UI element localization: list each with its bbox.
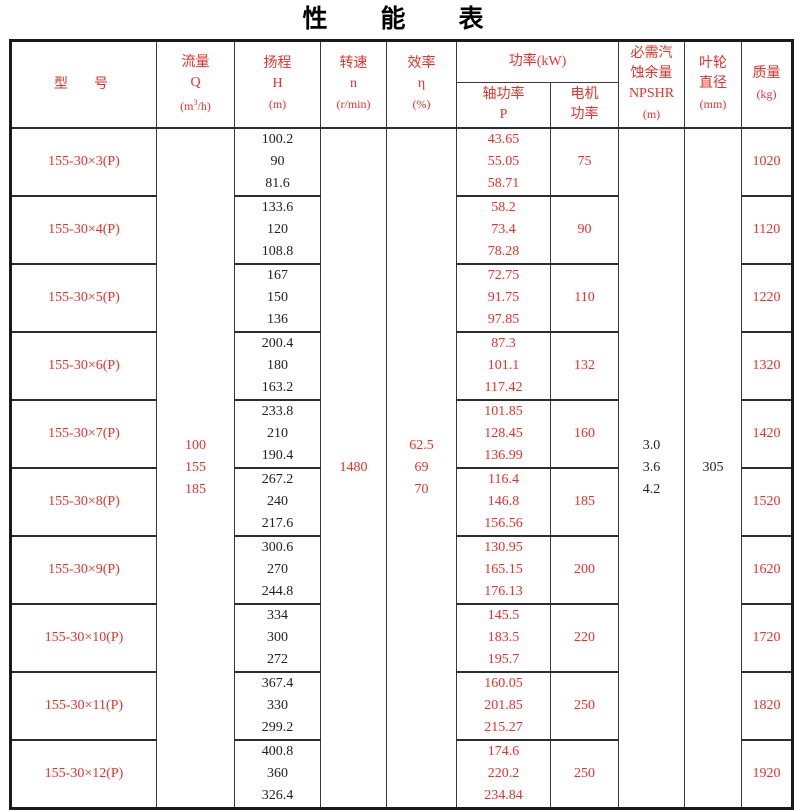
- cell-model: 155-30×6(P): [9, 331, 157, 401]
- cell-mass: 1520: [741, 467, 795, 537]
- cell-shaft-power: 130.95 165.15 176.13: [456, 535, 551, 605]
- cell-motor-power: 160: [549, 399, 620, 469]
- header-motor-power: 电机 功率: [549, 82, 620, 129]
- cell-mass: 1620: [741, 535, 795, 605]
- cell-shaft-power: 87.3 101.1 117.42: [456, 331, 551, 401]
- performance-table: 型 号流量 Q (m3/h) 扬程 H (m) 转速 n (r/min) 效率 η (%) 功率(kW)…: [9, 39, 795, 810]
- cell-motor-power: 185: [549, 467, 620, 537]
- cell-motor-power: 250: [549, 739, 620, 810]
- header-impeller-diameter: 叶轮 直径 (mm): [684, 39, 743, 129]
- cell-motor-power: 75: [549, 127, 620, 197]
- cell-shaft-power: 145.5 183.5 195.7: [456, 603, 551, 673]
- cell-efficiency-merged: 62.5 69 70: [386, 127, 457, 810]
- header-flow: 流量 Q (m3/h): [156, 39, 235, 129]
- cell-impeller-merged: 305: [684, 127, 743, 810]
- cell-head: 167 150 136: [234, 263, 321, 333]
- cell-mass: 1120: [741, 195, 795, 265]
- header-shaft-power: 轴功率 P: [456, 82, 551, 129]
- cell-shaft-power: 101.85 128.45 136.99: [456, 399, 551, 469]
- cell-head: 233.8 210 190.4: [234, 399, 321, 469]
- table-row: 155-30×4(P) 133.6 120 108.8 58.2 73.4 78.28 90 1…: [9, 195, 795, 265]
- cell-shaft-power: 174.6 220.2 234.84: [456, 739, 551, 810]
- header-speed: 转速 n (r/min): [320, 39, 387, 129]
- cell-flow-merged: 100 155 185: [156, 127, 235, 810]
- header-npshr: 必需汽 蚀余量 NPSHR (m): [618, 39, 686, 129]
- table-row: 155-30×6(P) 200.4 180 163.2 87.3 101.1 117.42 1…: [9, 331, 795, 401]
- cell-model: 155-30×7(P): [9, 399, 157, 469]
- cell-mass: 1820: [741, 671, 795, 741]
- cell-mass: 1720: [741, 603, 795, 673]
- cell-mass: 1920: [741, 739, 795, 810]
- cell-model: 155-30×9(P): [9, 535, 157, 605]
- cell-head: 367.4 330 299.2: [234, 671, 321, 741]
- page-title: 性 能 表: [302, 4, 498, 33]
- cell-head: 200.4 180 163.2: [234, 331, 321, 401]
- cell-motor-power: 250: [549, 671, 620, 741]
- cell-head: 267.2 240 217.6: [234, 467, 321, 537]
- cell-motor-power: 200: [549, 535, 620, 605]
- cell-mass: 1220: [741, 263, 795, 333]
- cell-model: 155-30×5(P): [9, 263, 157, 333]
- cell-head: 100.2 90 81.6: [234, 127, 321, 197]
- header-power-group: 功率(kW): [455, 39, 620, 83]
- cell-shaft-power: 160.05 201.85 215.27: [456, 671, 551, 741]
- performance-table-page: 性 能 表 型 号流量 Q (m3/h) 扬程 H (m) 转速 n (r/min) 效率 η (%)…: [9, 4, 795, 810]
- cell-head: 133.6 120 108.8: [234, 195, 321, 265]
- header-mass: 质量 (kg): [741, 39, 795, 129]
- table-header-row-2: 轴功率 P 电机 功率: [11, 82, 793, 129]
- cell-model: 155-30×11(P): [9, 671, 157, 741]
- cell-model: 155-30×8(P): [9, 467, 157, 537]
- cell-npshr-merged: 3.0 3.6 4.2: [618, 127, 686, 810]
- cell-model: 155-30×12(P): [9, 739, 157, 810]
- cell-motor-power: 90: [549, 195, 620, 265]
- table-header-row-1: 型 号流量 Q (m3/h) 扬程 H (m) 转速 n (r/min) 效率 η (%) 功率(kW)…: [9, 39, 795, 129]
- table-row: 155-30×11(P) 367.4 330 299.2 160.05 201.85 215…: [9, 671, 795, 741]
- cell-head: 334 300 272: [234, 603, 321, 673]
- table-row: 155-30×10(P) 334 300 272 145.5 183.5 195.7 220 1…: [9, 603, 795, 673]
- header-efficiency: 效率 η (%): [386, 39, 457, 129]
- cell-motor-power: 110: [549, 263, 620, 333]
- cell-mass: 1320: [741, 331, 795, 401]
- cell-shaft-power: 72.75 91.75 97.85: [456, 263, 551, 333]
- cell-model: 155-30×4(P): [9, 195, 157, 265]
- cell-model: 155-30×10(P): [9, 603, 157, 673]
- cell-mass: 1420: [741, 399, 795, 469]
- cell-head: 300.6 270 244.8: [234, 535, 321, 605]
- header-head: 扬程 H (m): [234, 39, 321, 129]
- table-row: 155-30×5(P) 167 150 136 72.75 91.75 97.85 110 12…: [9, 263, 795, 333]
- cell-motor-power: 132: [549, 331, 620, 401]
- table-row: 155-30×7(P) 233.8 210 190.4 101.85 128.45 136.…: [9, 399, 795, 469]
- cell-motor-power: 220: [549, 603, 620, 673]
- cell-model: 155-30×3(P): [9, 127, 157, 197]
- cell-shaft-power: 43.65 55.05 58.71: [456, 127, 551, 197]
- header-model: 型 号: [9, 39, 157, 129]
- table-row: 155-30×9(P) 300.6 270 244.8 130.95 165.15 176.…: [9, 535, 795, 605]
- cell-shaft-power: 58.2 73.4 78.28: [456, 195, 551, 265]
- cell-speed-merged: 1480: [320, 127, 387, 810]
- table-row: 155-30×3(P) 100 155 185 100.2 90 81.6 1480 62.5 6…: [9, 127, 795, 810]
- cell-shaft-power: 116.4 146.8 156.56: [456, 467, 551, 537]
- cell-mass: 1020: [741, 127, 795, 197]
- cell-head: 400.8 360 326.4: [234, 739, 321, 810]
